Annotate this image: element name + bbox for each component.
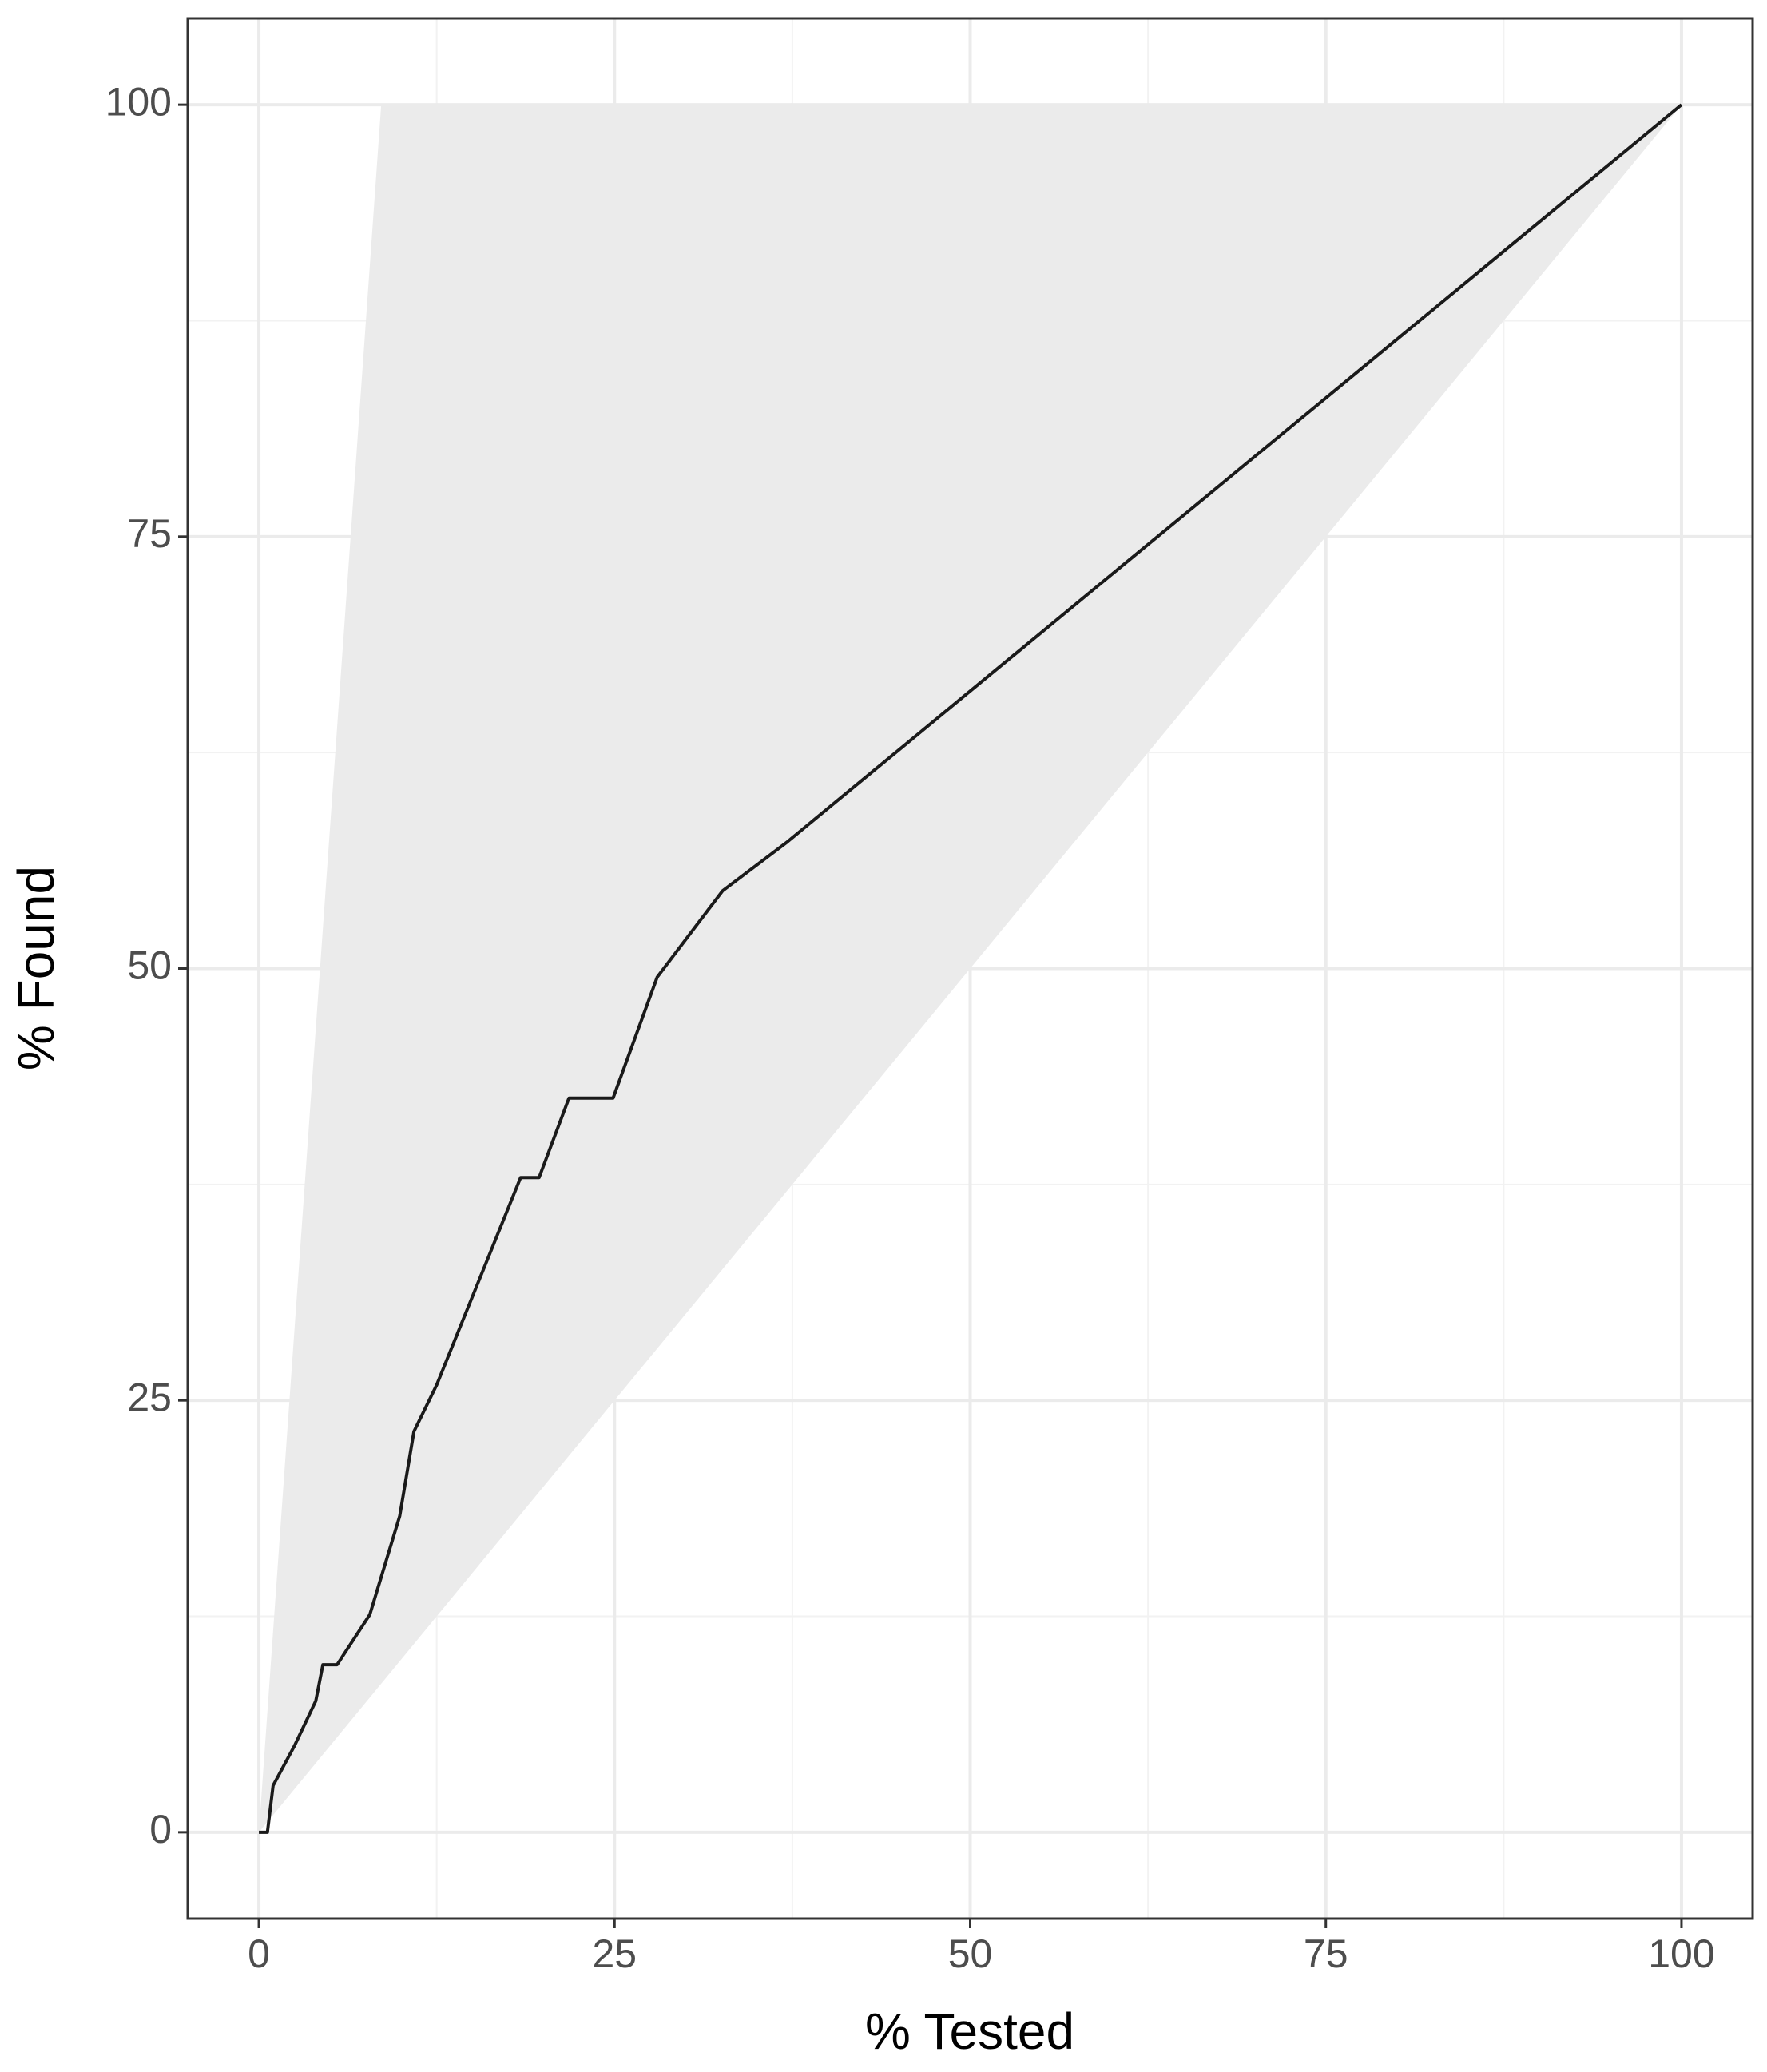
- x-tick-label: 100: [1648, 1931, 1714, 1976]
- x-axis-title: % Tested: [865, 2003, 1074, 2060]
- y-tick-label: 0: [149, 1807, 172, 1852]
- y-tick-label: 25: [127, 1375, 172, 1419]
- ribbon: [259, 105, 1682, 1832]
- y-axis-title: % Found: [7, 866, 65, 1070]
- x-tick-label: 50: [948, 1931, 993, 1976]
- x-tick-label: 0: [248, 1931, 270, 1976]
- x-tick-label: 75: [1304, 1931, 1348, 1976]
- line: [259, 103, 1683, 1834]
- y-tick-label: 50: [127, 943, 172, 988]
- y-tick-label: 75: [127, 511, 172, 556]
- panel-border: [186, 17, 1754, 1920]
- x-tick-label: 25: [592, 1931, 637, 1976]
- y-tick-label: 100: [105, 79, 172, 124]
